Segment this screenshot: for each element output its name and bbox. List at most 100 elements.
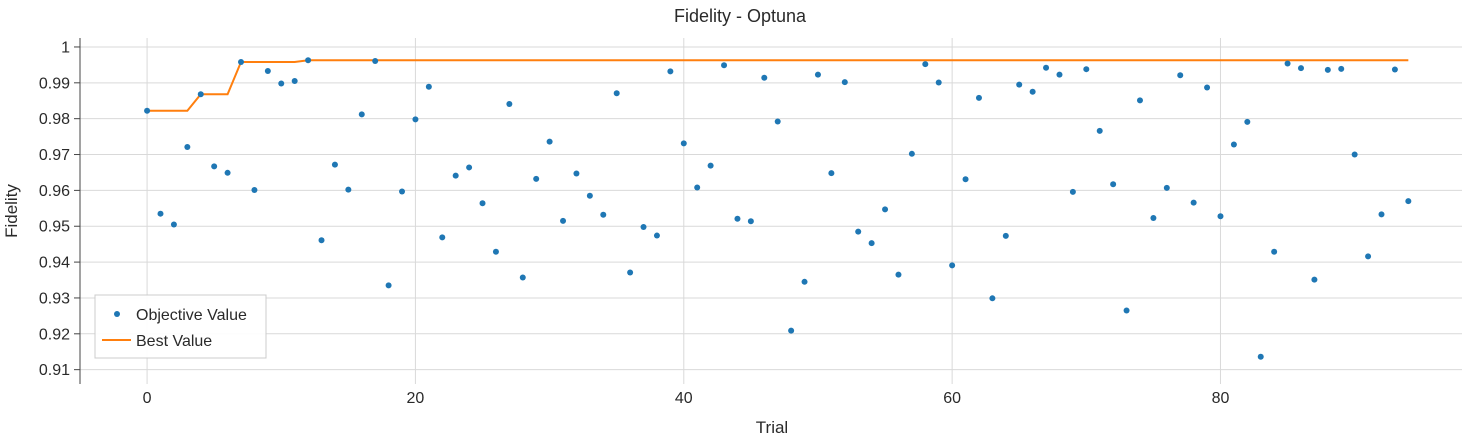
objective-point bbox=[707, 162, 714, 169]
x-tick-label: 0 bbox=[143, 390, 152, 407]
objective-point bbox=[1150, 214, 1157, 221]
objective-point bbox=[291, 78, 298, 85]
objective-point bbox=[358, 111, 365, 118]
objective-point bbox=[1136, 97, 1143, 104]
objective-point bbox=[586, 192, 593, 199]
objective-point bbox=[613, 90, 620, 97]
objective-point bbox=[318, 237, 325, 244]
axis-layer: 0.91 0.92 0.93 0.94 0.95 0.96 0.97 0.98 0.99 1 0 20… bbox=[39, 38, 1230, 407]
objective-point bbox=[1069, 188, 1076, 195]
x-tick-label: 20 bbox=[407, 390, 425, 407]
objective-point bbox=[828, 170, 835, 177]
objective-point bbox=[1056, 71, 1063, 78]
objective-point bbox=[761, 74, 768, 81]
objective-point bbox=[949, 262, 956, 269]
objective-point bbox=[1365, 253, 1372, 260]
objective-point bbox=[1083, 66, 1090, 73]
y-tick-label: 0.94 bbox=[39, 255, 70, 272]
objective-point bbox=[184, 144, 191, 150]
y-tick-label: 0.95 bbox=[39, 219, 70, 236]
y-tick-label: 0.96 bbox=[39, 183, 70, 200]
objective-point bbox=[855, 228, 862, 235]
objective-point bbox=[533, 175, 540, 182]
legend-best-label: Best Value bbox=[136, 333, 212, 350]
objective-point bbox=[814, 71, 821, 78]
objective-point bbox=[399, 188, 406, 195]
objective-point bbox=[1271, 248, 1278, 255]
best-value-line bbox=[147, 59, 1409, 112]
objective-point bbox=[774, 118, 781, 125]
objective-point bbox=[264, 67, 271, 74]
objective-point bbox=[975, 94, 982, 101]
objective-point bbox=[989, 295, 996, 302]
objective-point bbox=[560, 217, 567, 224]
grid-layer bbox=[80, 38, 1462, 384]
objective-point bbox=[1163, 184, 1170, 191]
objective-point bbox=[1177, 72, 1184, 79]
objective-point bbox=[1016, 81, 1023, 88]
legend: Objective Value Best Value bbox=[94, 294, 267, 359]
objective-point bbox=[1324, 66, 1331, 73]
legend-objective-label: Objective Value bbox=[136, 307, 247, 324]
objective-point bbox=[197, 91, 204, 98]
objective-point bbox=[251, 187, 258, 194]
y-tick-label: 0.97 bbox=[39, 147, 70, 164]
objective-point bbox=[667, 68, 674, 75]
objective-point bbox=[801, 278, 808, 285]
objective-point bbox=[1311, 276, 1318, 283]
chart-title: Fidelity - Optuna bbox=[674, 6, 807, 26]
objective-point bbox=[385, 282, 392, 289]
objective-point bbox=[372, 57, 379, 64]
objective-point bbox=[492, 248, 499, 255]
objective-point bbox=[278, 80, 285, 87]
objective-point bbox=[305, 57, 312, 64]
legend-box bbox=[94, 294, 267, 359]
objective-point bbox=[506, 100, 513, 107]
objective-point bbox=[600, 211, 607, 218]
y-axis-title: Fidelity bbox=[2, 184, 21, 238]
y-tick-label: 0.92 bbox=[39, 326, 70, 343]
objective-point bbox=[680, 140, 687, 147]
objective-point bbox=[546, 138, 553, 145]
y-tick-label: 0.99 bbox=[39, 75, 70, 92]
y-tick-label: 1 bbox=[61, 39, 70, 56]
objective-point bbox=[1230, 141, 1237, 148]
objective-point bbox=[653, 232, 660, 239]
x-axis-title: Trial bbox=[756, 418, 788, 437]
objective-point bbox=[1351, 151, 1358, 158]
objective-point bbox=[331, 161, 338, 168]
objective-point bbox=[1284, 60, 1291, 67]
objective-point bbox=[895, 271, 902, 278]
objective-point bbox=[573, 170, 580, 177]
objective-point bbox=[211, 163, 218, 170]
objective-point bbox=[962, 176, 969, 183]
objective-point bbox=[627, 269, 634, 276]
x-tick-label: 80 bbox=[1212, 390, 1230, 407]
legend-objective-marker bbox=[114, 311, 120, 317]
objective-point bbox=[1204, 84, 1211, 91]
x-tick-label: 60 bbox=[943, 390, 961, 407]
objective-point bbox=[1297, 65, 1304, 72]
objective-point bbox=[1123, 307, 1130, 314]
series-layer bbox=[144, 57, 1412, 360]
objective-point bbox=[1391, 66, 1398, 73]
objective-point bbox=[908, 150, 915, 157]
y-tick-label: 0.91 bbox=[39, 362, 70, 379]
objective-point bbox=[466, 164, 473, 171]
objective-point bbox=[1217, 213, 1224, 220]
objective-point bbox=[694, 184, 701, 191]
objective-point bbox=[721, 62, 728, 69]
objective-point bbox=[882, 206, 889, 213]
objective-point bbox=[640, 223, 647, 230]
objective-point bbox=[144, 107, 151, 114]
objective-point bbox=[479, 200, 486, 207]
objective-point bbox=[868, 240, 875, 247]
objective-point bbox=[747, 218, 754, 225]
objective-point bbox=[1338, 65, 1345, 72]
objective-point bbox=[224, 169, 231, 176]
objective-point bbox=[238, 59, 245, 66]
objective-point bbox=[841, 79, 848, 86]
objective-point bbox=[1043, 64, 1050, 71]
objective-point bbox=[170, 221, 177, 228]
